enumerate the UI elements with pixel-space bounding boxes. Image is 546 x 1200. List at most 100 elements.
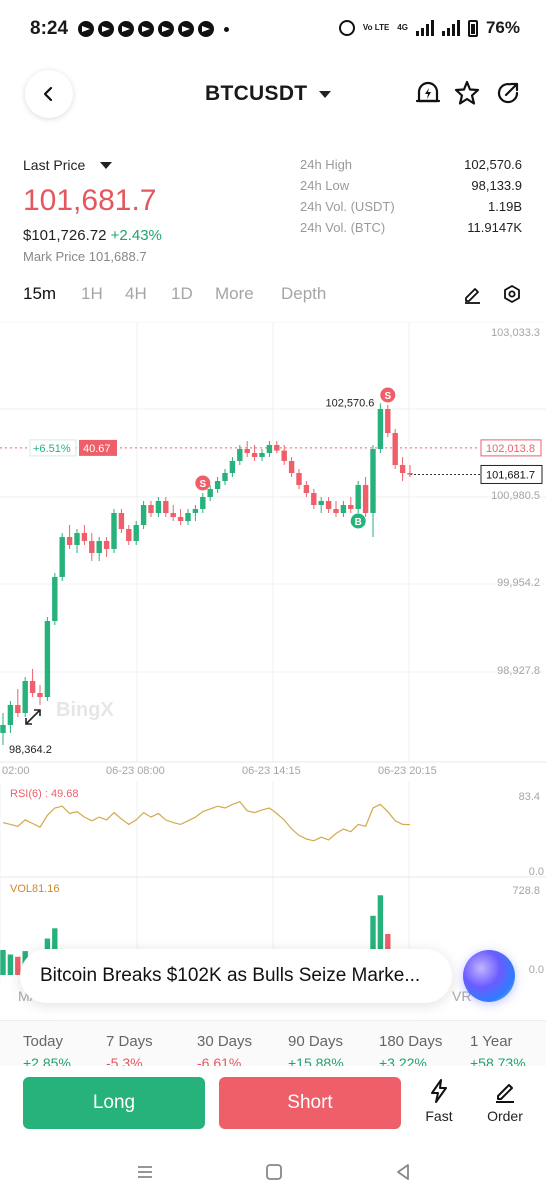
candle-body bbox=[377, 409, 384, 449]
lightning-icon bbox=[431, 1079, 447, 1103]
rsi-label: RSI(6) : 49.68 bbox=[10, 788, 78, 800]
period-label: Today bbox=[23, 1033, 64, 1050]
candle-body bbox=[111, 513, 117, 549]
period-label: 7 Days bbox=[106, 1033, 153, 1050]
candle-body bbox=[311, 493, 317, 505]
candle-body bbox=[214, 481, 221, 489]
reference-change-badge bbox=[29, 439, 77, 457]
back-button[interactable] bbox=[25, 70, 73, 118]
news-headline[interactable]: Bitcoin Breaks $102K as Bulls Seize Mark… bbox=[40, 965, 421, 986]
rsi-line bbox=[2, 800, 411, 842]
order-pencil-icon bbox=[496, 1084, 514, 1103]
trade-marker bbox=[350, 513, 366, 529]
watermark: BingX bbox=[56, 699, 114, 721]
x-tick-label: 06-23 14:15 bbox=[242, 765, 301, 777]
candle-body bbox=[74, 533, 80, 545]
period-label: 30 Days bbox=[197, 1033, 253, 1050]
reference-value: 40.67 bbox=[83, 443, 111, 455]
stat-label: 24h Vol. (BTC) bbox=[300, 220, 386, 235]
back-nav-icon[interactable] bbox=[393, 1162, 413, 1182]
low-price-label: 98,364.2 bbox=[9, 744, 52, 756]
candle-body bbox=[59, 537, 65, 577]
star-icon[interactable] bbox=[453, 79, 481, 107]
signal-icon bbox=[415, 20, 434, 36]
candle-body bbox=[37, 693, 43, 697]
stat-24h-vol-btc: 24h Vol. (BTC) 11.9147K bbox=[300, 220, 522, 235]
period-label: 180 Days bbox=[379, 1033, 443, 1050]
stat-label: 24h Low bbox=[300, 178, 350, 193]
candle-body bbox=[89, 541, 95, 553]
reference-price-label: 102,013.8 bbox=[486, 443, 535, 455]
tab-1h[interactable]: 1H bbox=[81, 284, 103, 303]
ai-assistant-orb-icon[interactable] bbox=[463, 950, 515, 1002]
stat-value: 11.9147K bbox=[467, 220, 522, 235]
fast-label: Fast bbox=[425, 1108, 453, 1124]
candle-body bbox=[103, 541, 110, 549]
candle-body bbox=[362, 485, 369, 513]
volume-axis-bottom: 0.0 bbox=[529, 964, 544, 976]
candle-body bbox=[155, 501, 162, 513]
candle-body bbox=[281, 450, 287, 461]
reference-change: +6.51% bbox=[33, 443, 71, 455]
y-tick-label: 99,954.2 bbox=[497, 577, 540, 589]
current-price-tag bbox=[480, 464, 543, 484]
volume-label: VOL81.16 bbox=[10, 883, 60, 895]
trade-action-bar: Long Short Fast Order bbox=[0, 1066, 546, 1146]
last-price-label[interactable]: Last Price bbox=[23, 157, 86, 173]
caret-down-icon[interactable] bbox=[100, 162, 112, 169]
candle-body bbox=[325, 501, 332, 509]
telegram-icon bbox=[78, 21, 94, 37]
tab-4h[interactable]: 4H bbox=[125, 284, 147, 303]
chart-settings-icon[interactable] bbox=[502, 284, 522, 304]
candle-body bbox=[222, 473, 228, 481]
long-button[interactable]: Long bbox=[23, 1077, 205, 1129]
usd-price-row: $101,726.72 +2.43% bbox=[23, 227, 162, 244]
stat-value: 1.19B bbox=[488, 199, 522, 214]
candle-body bbox=[244, 449, 250, 453]
stat-label: 24h High bbox=[300, 157, 353, 172]
candle-body bbox=[229, 461, 236, 473]
price-alert-icon[interactable] bbox=[414, 79, 442, 107]
tab-more[interactable]: More bbox=[215, 284, 254, 303]
draw-pencil-icon[interactable] bbox=[462, 284, 482, 304]
order-button[interactable]: Order bbox=[477, 1078, 533, 1134]
x-tick-label: 02:00 bbox=[2, 765, 30, 777]
candlestick-chart[interactable]: BingX 103,033.3 100,980.5 99,954.2 98,927.8 0… bbox=[0, 322, 546, 1022]
telegram-icon bbox=[118, 21, 134, 37]
candle-body bbox=[266, 445, 273, 453]
y-tick-label: 103,033.3 bbox=[491, 327, 540, 339]
candle-body bbox=[66, 537, 73, 545]
reference-value-badge bbox=[79, 439, 117, 456]
candle-body bbox=[288, 461, 295, 473]
price-change: +2.43% bbox=[110, 227, 162, 244]
caret-down-icon[interactable] bbox=[319, 91, 331, 98]
short-button[interactable]: Short bbox=[219, 1077, 401, 1129]
vr-indicator-tab[interactable]: VR bbox=[452, 988, 472, 1004]
candle-body bbox=[148, 505, 154, 513]
status-right: Vo LTE 4G 76% bbox=[338, 18, 520, 38]
recent-apps-icon[interactable] bbox=[135, 1162, 155, 1182]
stat-24h-low: 24h Low 98,133.9 bbox=[300, 178, 522, 193]
news-banner[interactable]: Bitcoin Breaks $102K as Bulls Seize Mark… bbox=[20, 949, 452, 1003]
candle-body bbox=[7, 705, 14, 725]
pair-selector[interactable]: BTCUSDT bbox=[205, 82, 308, 105]
tab-depth[interactable]: Depth bbox=[281, 284, 327, 303]
candle-body bbox=[200, 497, 206, 509]
volume-bar bbox=[15, 956, 21, 975]
candle-body bbox=[22, 681, 28, 713]
candle-body bbox=[133, 525, 139, 541]
y-tick-label: 100,980.5 bbox=[491, 490, 540, 502]
usd-price: $101,726.72 bbox=[23, 227, 107, 244]
home-icon[interactable] bbox=[264, 1162, 284, 1182]
reference-price-tag bbox=[480, 439, 542, 457]
candle-body bbox=[163, 501, 169, 513]
candle-body bbox=[140, 505, 147, 525]
chart-canvas[interactable]: BingX 103,033.3 100,980.5 99,954.2 98,927.8 0… bbox=[0, 322, 546, 1022]
period-value: +3.22% bbox=[379, 1055, 427, 1068]
alarm-icon bbox=[338, 20, 355, 36]
fast-trade-button[interactable]: Fast bbox=[411, 1078, 467, 1134]
tab-1d[interactable]: 1D bbox=[171, 284, 193, 303]
more-notifications-dot bbox=[224, 27, 229, 32]
share-icon[interactable] bbox=[494, 79, 522, 107]
tab-15m[interactable]: 15m bbox=[23, 284, 57, 303]
